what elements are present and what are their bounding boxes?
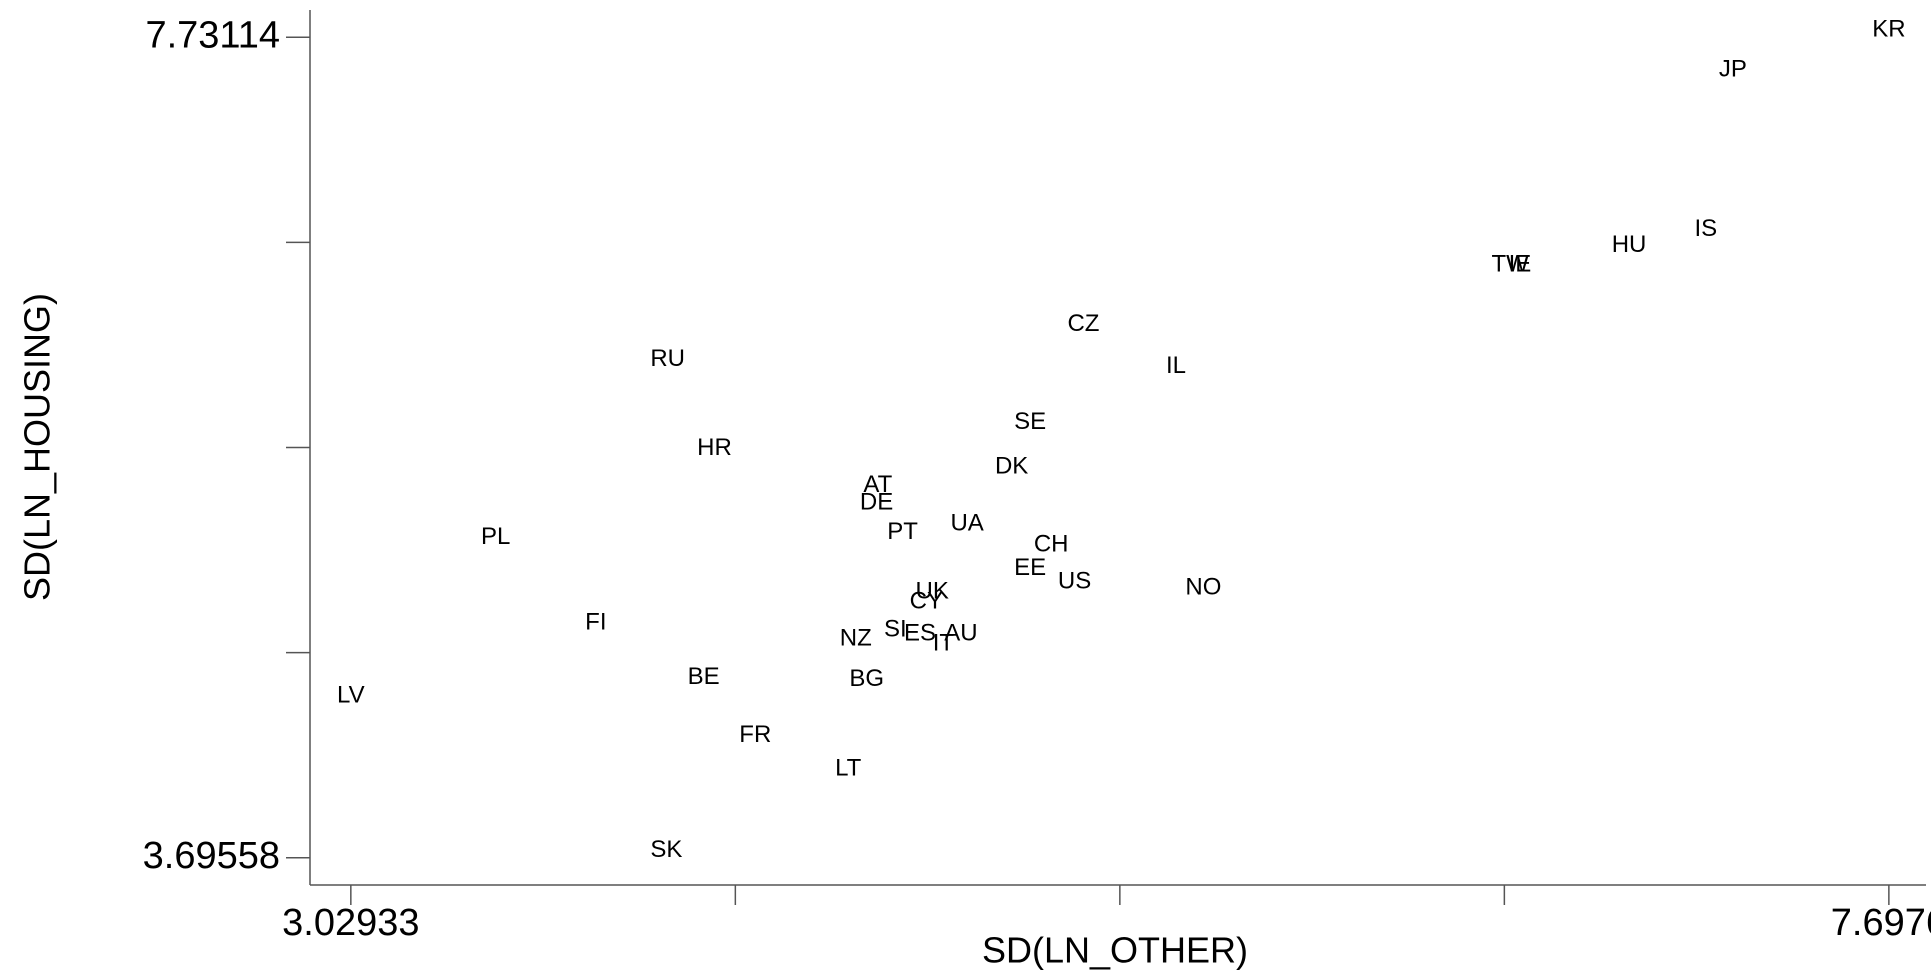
point-label: RU (650, 345, 685, 372)
x-tick-label: 7.6976 (1831, 902, 1931, 944)
point-label: FI (585, 608, 606, 635)
point-label: ES (904, 619, 936, 646)
point-label: AU (944, 619, 977, 646)
point-label: KR (1872, 16, 1905, 43)
point-label: LV (337, 681, 365, 708)
point-label: DK (995, 453, 1028, 480)
y-axis-title: SD(LN_HOUSING) (17, 293, 58, 601)
x-tick-label: 3.02933 (282, 902, 419, 944)
point-label: CH (1034, 530, 1069, 557)
point-label: NZ (840, 624, 872, 651)
y-tick-label: 3.69558 (143, 835, 280, 877)
point-label: US (1058, 567, 1091, 594)
point-label: HR (697, 434, 732, 461)
point-label: BE (688, 663, 720, 690)
point-label: JP (1719, 55, 1747, 82)
point-label: IS (1694, 215, 1717, 242)
point-label: CY (910, 587, 943, 614)
point-label: CZ (1067, 310, 1099, 337)
point-label: PL (481, 523, 510, 550)
point-label: LT (835, 755, 862, 782)
point-label: TW (1491, 251, 1529, 278)
point-label: IE (1509, 251, 1532, 278)
point-label: PT (887, 518, 918, 545)
point-label: IL (1166, 352, 1186, 379)
point-label: SK (650, 836, 682, 863)
point-label: UK (916, 577, 949, 604)
point-label: SI (884, 616, 907, 643)
point-label: NO (1185, 574, 1221, 601)
x-axis-title: SD(LN_OTHER) (982, 930, 1248, 971)
point-label: SE (1014, 408, 1046, 435)
point-label: FR (739, 721, 771, 748)
point-label: BG (849, 665, 884, 692)
point-label: HU (1612, 231, 1647, 258)
point-label: AT (863, 471, 892, 498)
y-tick-label: 7.73114 (145, 14, 280, 56)
point-label: IT (933, 629, 955, 656)
point-label: UA (950, 509, 983, 536)
point-label: DE (860, 488, 893, 515)
point-label: EE (1014, 554, 1046, 581)
